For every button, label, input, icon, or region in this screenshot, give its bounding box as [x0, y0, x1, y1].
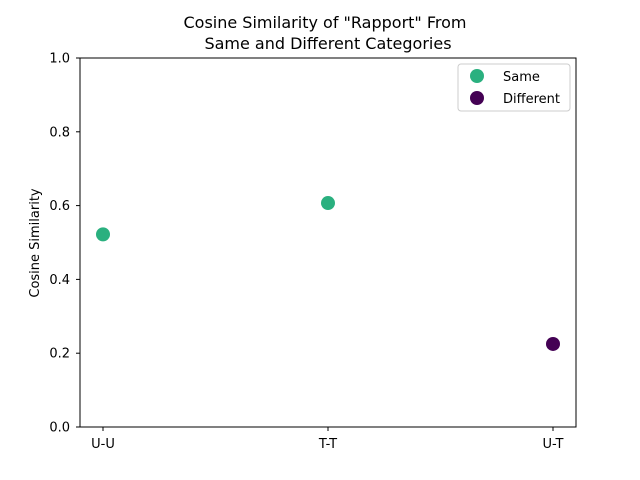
y-axis-ticks: 0.0 0.2 0.4 0.6 0.8 1.0	[49, 52, 80, 436]
y-tick-label: 0.2	[49, 347, 70, 362]
chart-title-line-2: Same and Different Categories	[204, 34, 451, 53]
legend: Same Different	[457, 63, 571, 112]
data-point-same-t-t	[321, 196, 335, 211]
legend-marker-different	[470, 91, 484, 105]
x-axis-ticks: U-U T-T U-T	[91, 427, 564, 452]
legend-label-different: Different	[503, 92, 560, 107]
data-point-different-u-t	[546, 336, 560, 351]
data-point-same-u-u	[96, 227, 110, 242]
legend-label-same: Same	[503, 70, 540, 85]
y-tick-label: 0.4	[49, 273, 70, 288]
legend-box	[457, 63, 571, 112]
x-tick-label: T-T	[318, 437, 337, 452]
x-tick-label: U-U	[91, 437, 115, 452]
y-tick-label: 1.0	[49, 52, 70, 67]
legend-marker-same	[470, 69, 484, 83]
data-points	[96, 196, 560, 351]
y-axis-label: Cosine Similarity	[28, 188, 43, 298]
y-tick-label: 0.6	[49, 199, 70, 214]
y-tick-label: 0.0	[49, 421, 70, 436]
chart-title-line-1: Cosine Similarity of "Rapport" From	[183, 13, 466, 32]
x-tick-label: U-T	[543, 437, 564, 452]
y-tick-label: 0.8	[49, 125, 70, 140]
plot-area-frame	[79, 57, 577, 428]
